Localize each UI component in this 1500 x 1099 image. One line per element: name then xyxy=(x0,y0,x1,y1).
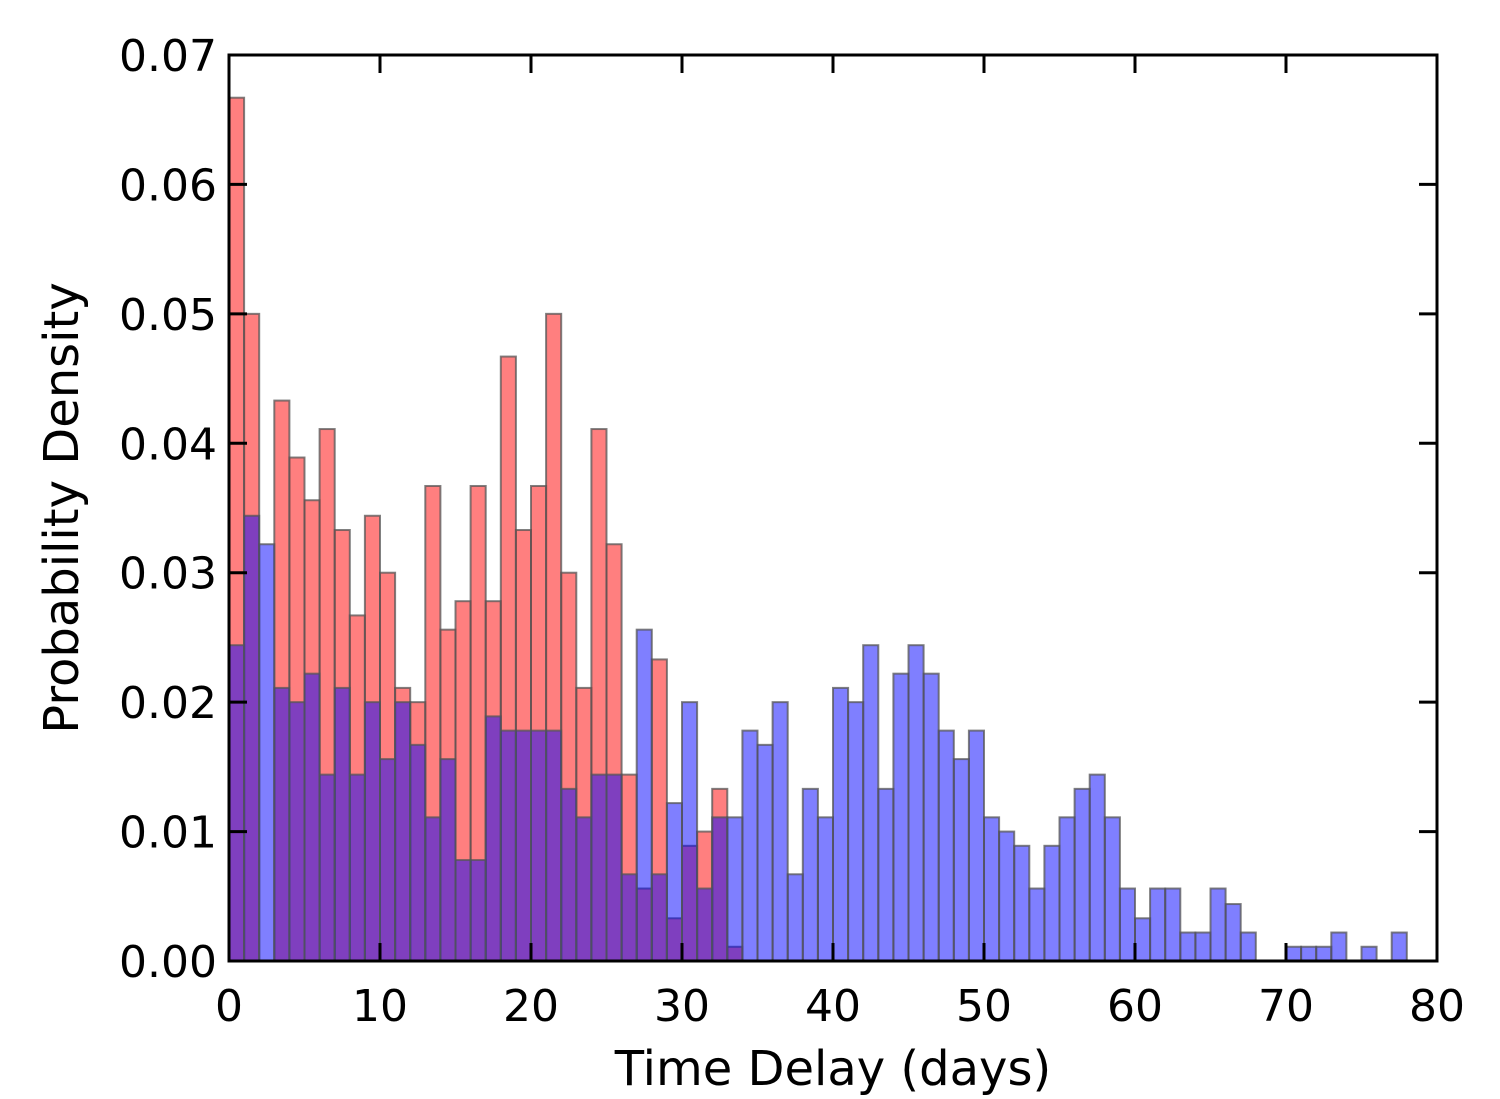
series-1-bar-52 xyxy=(1013,844,1031,963)
series-1-bar-17 xyxy=(484,715,502,962)
series-1-bar-13 xyxy=(424,816,442,962)
series-1-bar-20 xyxy=(530,729,548,962)
series-1-bar-60 xyxy=(1134,917,1152,963)
x-tick-label-0: 0 xyxy=(215,981,243,1032)
series-1-bar-29 xyxy=(665,802,684,963)
x-axis-label: Time Delay (days) xyxy=(614,1041,1051,1097)
series-1-bar-59 xyxy=(1118,887,1137,963)
series-1-bar-55 xyxy=(1058,816,1076,962)
series-1-bar-58 xyxy=(1103,816,1121,962)
series-1-bar-4 xyxy=(288,701,306,963)
series-1-bar-21 xyxy=(545,729,563,962)
series-1-bar-12 xyxy=(409,743,427,963)
series-1-bar-1 xyxy=(243,514,261,962)
series-1-bar-66 xyxy=(1224,903,1242,963)
series-1-bar-23 xyxy=(575,816,593,962)
y-tick-label-6: 0.06 xyxy=(119,160,217,211)
series-1-bar-27 xyxy=(635,628,653,962)
series-1-bar-5 xyxy=(303,672,321,962)
series-1-bar-22 xyxy=(560,787,578,962)
y-tick-label-3: 0.03 xyxy=(119,549,217,600)
series-1-bar-64 xyxy=(1194,931,1212,962)
series-1-bar-53 xyxy=(1028,887,1046,963)
series-1-bar-39 xyxy=(816,816,835,962)
series-1-bar-43 xyxy=(877,787,895,962)
series-1-bar-32 xyxy=(711,816,729,962)
y-tick-label-5: 0.05 xyxy=(119,290,217,341)
bars-layer xyxy=(228,96,1408,963)
ticks-layer xyxy=(227,53,1439,963)
series-1-bar-62 xyxy=(1164,887,1182,963)
tick-labels-layer: 0 10 20 30 40 50 60 70 80 0.00 0.01 0.02 0.03 0.04 0.0… xyxy=(119,31,1465,1032)
series-1-bar-36 xyxy=(771,701,789,963)
series-1-bar-26 xyxy=(620,873,638,962)
series-1-bar-61 xyxy=(1149,887,1167,963)
series-1-bar-14 xyxy=(439,758,457,962)
series-1-bar-31 xyxy=(696,887,714,963)
series-1-bar-35 xyxy=(756,743,774,963)
series-1-bar-40 xyxy=(832,686,850,962)
series-1-bar-63 xyxy=(1179,931,1197,962)
x-tick-label-5: 50 xyxy=(956,981,1012,1032)
series-1-bar-49 xyxy=(967,729,986,962)
series-1-bar-10 xyxy=(379,758,397,962)
series-1-bar-41 xyxy=(847,701,865,963)
series-1-bar-37 xyxy=(786,873,804,962)
series-1-bar-75 xyxy=(1360,945,1378,963)
series-1-bar-11 xyxy=(394,701,412,963)
x-tick-label-1: 10 xyxy=(352,981,408,1032)
series-1-bar-25 xyxy=(605,773,623,962)
series-1-bar-9 xyxy=(363,701,381,963)
series-1-bar-56 xyxy=(1073,787,1091,962)
x-tick-label-7: 70 xyxy=(1258,981,1314,1032)
series-1-bar-34 xyxy=(741,729,759,962)
series-1-bar-54 xyxy=(1043,844,1061,963)
series-1-bar-2 xyxy=(258,543,276,962)
y-tick-label-7: 0.07 xyxy=(119,31,217,82)
x-tick-label-4: 40 xyxy=(805,981,861,1032)
series-1-bar-44 xyxy=(892,672,910,962)
series-1-bar-73 xyxy=(1330,931,1348,962)
series-1-bar-30 xyxy=(681,701,699,963)
y-tick-label-4: 0.04 xyxy=(119,419,217,470)
x-tick-label-8: 80 xyxy=(1409,981,1465,1032)
series-1-bar-46 xyxy=(922,672,940,962)
series-1-bar-38 xyxy=(801,787,819,962)
series-1-bar-0 xyxy=(228,644,246,962)
series-1-bar-57 xyxy=(1088,773,1106,962)
series-1-bar-72 xyxy=(1315,945,1333,963)
series-1-bar-65 xyxy=(1209,887,1227,963)
y-tick-label-2: 0.02 xyxy=(119,678,217,729)
series-1-bar-33 xyxy=(726,816,744,962)
y-axis-label: Probability Density xyxy=(34,282,90,733)
series-1-bar-48 xyxy=(952,758,970,962)
y-tick-label-0: 0.00 xyxy=(119,937,217,988)
series-1-bar-18 xyxy=(499,729,517,962)
series-1-bar-70 xyxy=(1285,945,1303,963)
series-1-bar-15 xyxy=(454,859,472,962)
series-1-bar-8 xyxy=(348,773,366,962)
series-1-bar-45 xyxy=(907,644,925,962)
x-tick-label-2: 20 xyxy=(503,981,559,1032)
series-1-bar-6 xyxy=(318,773,336,962)
series-1-bar-50 xyxy=(983,816,1001,962)
series-1-bar-71 xyxy=(1300,945,1318,963)
series-1-bar-16 xyxy=(469,859,487,962)
series-1-bar-47 xyxy=(937,729,955,962)
series-1-bar-42 xyxy=(862,644,880,962)
y-tick-label-1: 0.01 xyxy=(119,808,217,859)
series-1-bar-24 xyxy=(590,773,608,962)
series-1-bar-19 xyxy=(514,729,533,962)
series-1-bar-51 xyxy=(998,830,1016,962)
series-1-bar-77 xyxy=(1390,931,1408,962)
series-1-bar-7 xyxy=(333,686,351,962)
series-1-bar-28 xyxy=(650,873,668,962)
series-1-bar-67 xyxy=(1239,931,1257,962)
series-1-bar-3 xyxy=(273,686,291,962)
x-tick-label-6: 60 xyxy=(1107,981,1163,1032)
x-tick-label-3: 30 xyxy=(654,981,710,1032)
